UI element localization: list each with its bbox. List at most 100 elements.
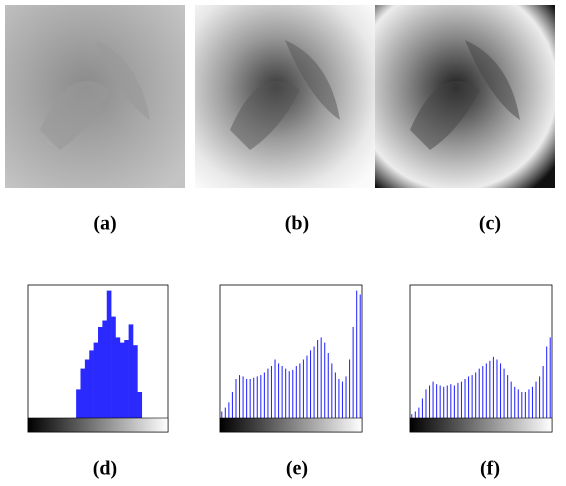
histogram-bar [338, 379, 340, 418]
caption: (f) [480, 458, 500, 480]
histogram-bar [320, 337, 322, 418]
image-b [195, 5, 375, 188]
histogram-bar [80, 368, 86, 418]
histogram-bar [411, 414, 413, 418]
histogram-bar [535, 381, 537, 418]
histogram-bar [345, 376, 347, 418]
histogram-bar [299, 363, 301, 418]
histogram-frame [409, 284, 553, 433]
histogram-bar [242, 376, 244, 418]
histogram-bar [517, 389, 519, 418]
gray-ramp [219, 417, 363, 433]
caption: (d) [93, 458, 117, 480]
gray-ramp [27, 417, 169, 433]
histogram-bar [359, 294, 361, 418]
histogram-bar [341, 381, 344, 418]
histogram-bar [546, 346, 548, 418]
histogram-bar [278, 363, 280, 418]
histogram-bar [432, 381, 434, 418]
histogram-bar [542, 366, 544, 418]
histogram-bar [111, 316, 116, 418]
histogram-bar [503, 368, 505, 418]
histogram-bar [288, 371, 290, 418]
histogram-bar [313, 346, 315, 418]
histogram-bar [84, 359, 90, 418]
histogram-frame [219, 284, 363, 433]
histogram-bar [106, 290, 112, 418]
histogram-bar [528, 389, 530, 418]
caption: (b) [285, 213, 309, 235]
histogram-bar [246, 379, 248, 418]
caption: (e) [286, 458, 308, 480]
histogram-bar [521, 392, 523, 418]
histogram-bar [102, 320, 108, 418]
histogram-bar [489, 360, 491, 418]
histogram-bar [428, 385, 431, 418]
image-c [375, 5, 555, 188]
histogram-bar [221, 411, 223, 418]
histogram-bar [331, 363, 333, 418]
histogram-bar [421, 398, 423, 418]
histogram-bar [133, 345, 138, 418]
histogram-bar [124, 340, 129, 418]
histogram-bar [267, 368, 269, 418]
histogram-bar [274, 359, 276, 418]
histogram-bar [549, 337, 551, 418]
histogram-bar [249, 379, 251, 418]
histogram-bar [76, 389, 81, 418]
histogram-bar [89, 350, 94, 418]
histogram-bar [327, 353, 329, 418]
histogram-bar [281, 366, 283, 418]
histogram-bar [414, 411, 416, 418]
histogram-bar [349, 359, 351, 418]
histogram-bar [425, 389, 427, 418]
caption: (a) [93, 213, 116, 235]
histogram-bar [356, 290, 358, 418]
histogram-bar [539, 376, 541, 418]
histogram-bar [436, 384, 438, 418]
histogram-bar [128, 324, 134, 418]
histogram-bar [285, 368, 287, 418]
histogram-bar [98, 327, 103, 418]
histogram-bar [492, 356, 494, 418]
histogram-bar [253, 377, 255, 418]
histogram-bar [531, 386, 534, 418]
caption: (c) [479, 213, 501, 235]
histogram-bar [256, 376, 258, 418]
histogram-bar [446, 385, 448, 418]
histogram-bar [450, 384, 452, 418]
histogram-bar [524, 392, 526, 418]
histogram-bar [228, 402, 230, 418]
histogram-bar [224, 407, 226, 418]
histogram-bar [439, 385, 441, 418]
histogram-bar [231, 392, 233, 418]
histogram-bar [507, 375, 509, 418]
histogram-bar [457, 382, 459, 418]
histogram-bar [482, 366, 484, 418]
histogram-bar [334, 372, 336, 418]
histogram-bar [453, 385, 455, 418]
histogram-bar [306, 355, 308, 418]
histogram-bar [292, 369, 294, 418]
histogram-bar [93, 342, 99, 418]
image-a [5, 5, 185, 188]
histogram-bar [468, 376, 470, 418]
histogram-bar [443, 386, 445, 418]
histogram-bar [460, 381, 463, 418]
histogram-bar [295, 366, 297, 418]
histogram-bar [478, 368, 480, 418]
histogram-bar [496, 359, 498, 418]
histogram-bar [485, 363, 487, 418]
histogram-bar [115, 337, 121, 418]
histogram-bar [475, 372, 477, 418]
histogram-bar [510, 381, 512, 418]
histogram-bar [309, 350, 312, 418]
histogram-bar [317, 340, 319, 418]
histogram-bar [514, 386, 516, 418]
histogram-bar [263, 372, 265, 418]
histogram-bar [352, 327, 354, 418]
histogram-bar [302, 359, 304, 418]
histogram-bar [499, 363, 502, 418]
histogram-bar [260, 375, 262, 418]
